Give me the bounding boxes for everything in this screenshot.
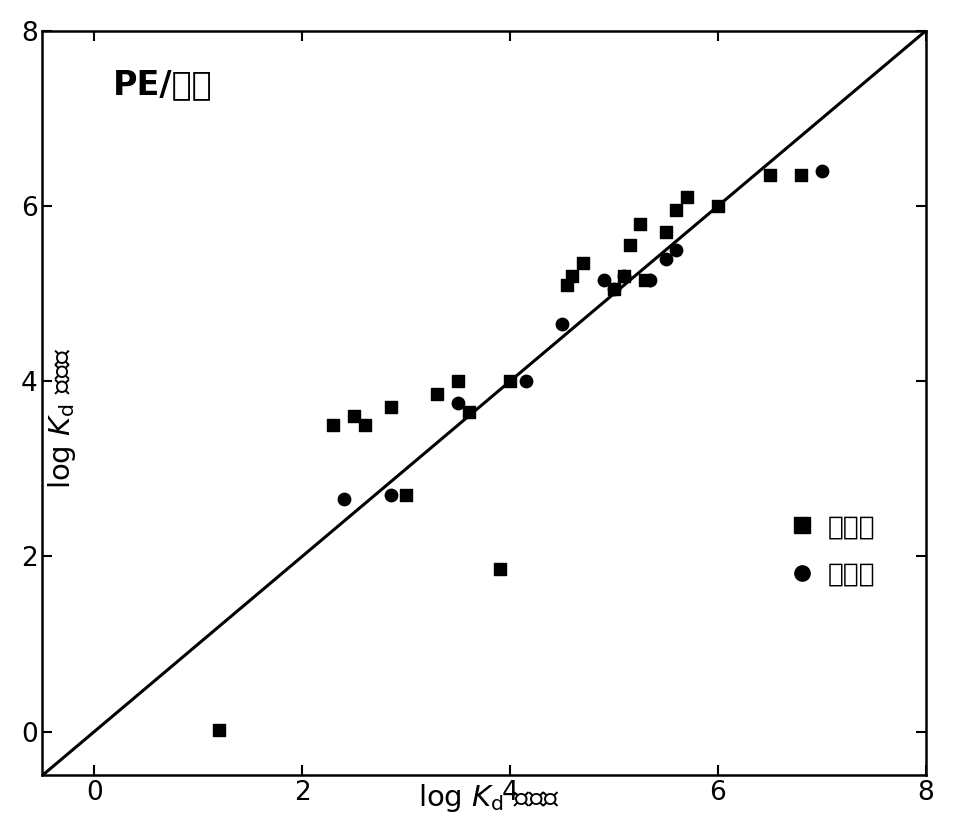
Point bbox=[398, 489, 414, 502]
Point bbox=[658, 252, 673, 265]
Point bbox=[668, 243, 684, 256]
Point bbox=[815, 165, 830, 178]
Text: log $K_\mathrm{d}$ 预测值: log $K_\mathrm{d}$ 预测值 bbox=[46, 347, 78, 489]
Point bbox=[383, 489, 398, 502]
Point bbox=[430, 388, 445, 401]
Point bbox=[461, 405, 477, 418]
Point bbox=[617, 270, 632, 283]
Point bbox=[617, 270, 632, 283]
Point bbox=[492, 563, 507, 576]
Text: PE/纯水: PE/纯水 bbox=[113, 68, 213, 101]
Point bbox=[347, 409, 362, 423]
Point bbox=[679, 191, 694, 204]
Point bbox=[451, 375, 466, 388]
Point bbox=[762, 169, 777, 182]
Point bbox=[451, 396, 466, 409]
Point bbox=[606, 283, 622, 296]
Point bbox=[575, 256, 590, 270]
Point bbox=[668, 203, 684, 217]
Point bbox=[622, 239, 637, 252]
Point bbox=[643, 274, 658, 287]
Text: log $K_\mathrm{d}$ 实验值: log $K_\mathrm{d}$ 实验值 bbox=[418, 782, 561, 814]
Point bbox=[211, 723, 226, 736]
Point bbox=[357, 418, 372, 432]
Point bbox=[632, 217, 647, 230]
Point bbox=[596, 274, 611, 287]
Point bbox=[606, 283, 622, 296]
Point bbox=[658, 226, 673, 239]
Point bbox=[794, 169, 809, 182]
Point bbox=[326, 418, 341, 432]
Legend: 训练集, 验证集: 训练集, 验证集 bbox=[780, 504, 886, 598]
Point bbox=[502, 375, 518, 388]
Point bbox=[336, 493, 351, 506]
Point bbox=[518, 375, 533, 388]
Point bbox=[564, 270, 580, 283]
Point bbox=[711, 199, 726, 213]
Point bbox=[560, 278, 575, 291]
Point bbox=[638, 274, 653, 287]
Point bbox=[555, 318, 570, 331]
Point bbox=[383, 401, 398, 414]
